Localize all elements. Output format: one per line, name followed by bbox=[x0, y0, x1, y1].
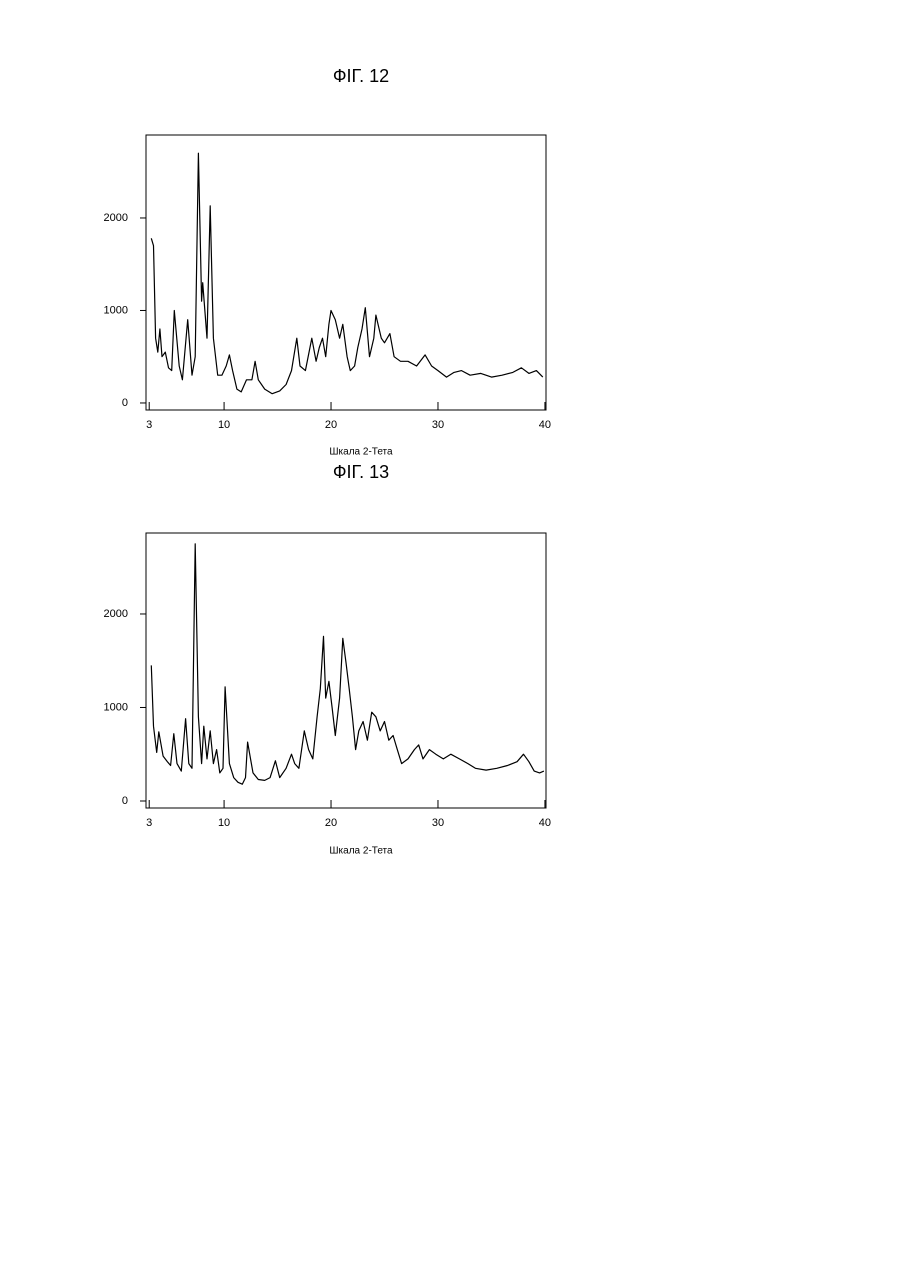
x-tick-label: 3 bbox=[146, 419, 152, 431]
chart-title: ФІГ. 13 bbox=[333, 462, 389, 482]
x-tick-label: 30 bbox=[432, 817, 444, 829]
plot-frame bbox=[146, 135, 546, 410]
x-tick-label: 3 bbox=[146, 817, 152, 829]
x-tick-label: 20 bbox=[325, 419, 337, 431]
plot-frame bbox=[146, 533, 546, 808]
x-tick-label: 20 bbox=[325, 817, 337, 829]
x-axis-label: Шкала 2-Тета bbox=[329, 846, 393, 857]
x-tick-label: 40 bbox=[539, 817, 551, 829]
y-tick-label: 2000 bbox=[104, 608, 128, 620]
x-tick-label: 10 bbox=[218, 419, 230, 431]
x-axis-label: Шкала 2-Тета bbox=[329, 447, 393, 458]
y-tick-label: 1000 bbox=[104, 701, 128, 713]
page-canvas: ФІГ. 12010002000310203040Шкала 2-ТетаФІГ… bbox=[0, 0, 900, 1273]
diffraction-line bbox=[151, 153, 543, 394]
y-tick-label: 0 bbox=[122, 397, 128, 409]
chart-title: ФІГ. 12 bbox=[333, 66, 389, 86]
diffraction-line bbox=[151, 544, 544, 784]
x-tick-label: 30 bbox=[432, 419, 444, 431]
page: {"chart_data": [ {"type": "line", "title… bbox=[0, 0, 900, 1273]
y-tick-label: 2000 bbox=[104, 212, 128, 224]
y-tick-label: 0 bbox=[122, 795, 128, 807]
x-tick-label: 40 bbox=[539, 419, 551, 431]
x-tick-label: 10 bbox=[218, 817, 230, 829]
y-tick-label: 1000 bbox=[104, 304, 128, 316]
